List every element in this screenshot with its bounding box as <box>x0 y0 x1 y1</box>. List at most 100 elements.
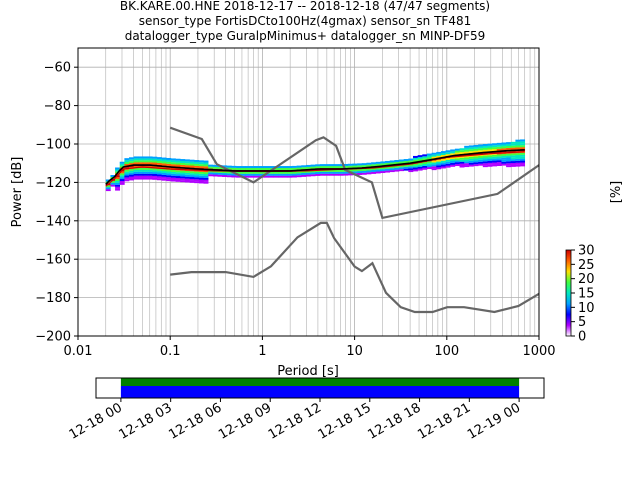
psd-histogram-cell <box>142 158 148 161</box>
psd-histogram-cell <box>482 159 488 162</box>
psd-histogram-cell <box>166 179 172 182</box>
psd-histogram-cell <box>305 170 311 173</box>
psd-histogram-cell <box>268 171 274 174</box>
psd-histogram-cell <box>212 172 218 175</box>
psd-histogram-cell <box>468 154 474 157</box>
psd-histogram-cell <box>124 177 130 180</box>
psd-histogram-cell <box>115 180 121 183</box>
psd-histogram-cell <box>431 162 437 165</box>
psd-histogram-cell <box>478 156 484 159</box>
colorbar-tick-label: 25 <box>578 258 595 273</box>
psd-histogram-cell <box>161 159 167 162</box>
psd-histogram-cell <box>305 172 311 175</box>
psd-histogram-cell <box>506 147 512 150</box>
psd-histogram-cell <box>333 166 339 169</box>
psd-histogram-cell <box>156 157 162 160</box>
psd-histogram-cell <box>142 156 148 159</box>
psd-histogram-cell <box>147 173 153 176</box>
psd-histogram-cell <box>203 174 209 177</box>
psd-histogram-cell <box>110 182 116 185</box>
psd-histogram-cell <box>245 166 251 169</box>
psd-histogram-cell <box>496 160 502 163</box>
psd-histogram-cell <box>119 182 125 185</box>
psd-histogram-cell <box>394 167 400 170</box>
psd-histogram-cell <box>315 170 321 173</box>
colorbar-tick-label: 5 <box>578 315 586 330</box>
psd-histogram-cell <box>240 167 246 170</box>
psd-histogram-cell <box>333 171 339 174</box>
psd-histogram-cell <box>217 172 223 175</box>
psd-histogram-cell <box>515 162 521 165</box>
psd-histogram-cell <box>184 176 190 179</box>
psd-histogram-cell <box>482 147 488 150</box>
psd-histogram-cell <box>520 164 526 167</box>
psd-histogram-cell <box>459 148 465 151</box>
psd-histogram-cell <box>385 166 391 169</box>
psd-histogram-cell <box>203 166 209 169</box>
psd-histogram-cell <box>138 175 144 178</box>
psd-histogram-cell <box>468 158 474 161</box>
psd-histogram-cell <box>147 167 153 170</box>
psd-histogram-cell <box>520 156 526 159</box>
psd-histogram-cell <box>301 171 307 174</box>
psd-histogram-cell <box>352 163 358 166</box>
psd-histogram-cell <box>454 158 460 161</box>
psd-histogram <box>105 139 526 192</box>
psd-histogram-cell <box>385 162 391 165</box>
psd-histogram-cell <box>501 144 507 147</box>
psd-histogram-cell <box>501 161 507 164</box>
psd-histogram-cell <box>422 156 428 159</box>
psd-histogram-cell <box>454 162 460 165</box>
psd-histogram-cell <box>161 169 167 172</box>
psd-histogram-cell <box>198 179 204 182</box>
psd-histogram-cell <box>268 167 274 170</box>
psd-histogram-cell <box>170 158 176 161</box>
psd-histogram-cell <box>198 171 204 174</box>
psd-histogram-cell <box>515 139 521 142</box>
psd-histogram-cell <box>399 165 404 168</box>
psd-histogram-cell <box>152 162 158 165</box>
psd-histogram-cell <box>273 171 279 174</box>
psd-histogram-cell <box>119 163 125 166</box>
psd-histogram-cell <box>422 167 428 170</box>
psd-histogram-cell <box>166 177 172 180</box>
psd-histogram-cell <box>301 165 307 168</box>
psd-histogram-cell <box>245 167 251 170</box>
psd-histogram-cell <box>347 173 353 176</box>
psd-histogram-cell <box>198 166 204 169</box>
psd-histogram-cell <box>264 175 269 178</box>
psd-histogram-cell <box>170 177 176 180</box>
psd-histogram-cell <box>287 175 293 178</box>
psd-histogram-cell <box>133 173 139 176</box>
psd-histogram-cell <box>133 177 139 180</box>
psd-histogram-cell <box>277 171 283 174</box>
psd-histogram-cell <box>431 156 437 159</box>
psd-histogram-cell <box>291 175 297 178</box>
psd-histogram-cell <box>478 161 484 164</box>
coverage-tick-label: 12-18 03 <box>117 400 175 442</box>
psd-histogram-cell <box>152 160 158 163</box>
psd-histogram-cell <box>487 147 493 150</box>
psd-histogram-cell <box>259 173 265 176</box>
psd-histogram-cell <box>371 169 377 172</box>
psd-histogram-cell <box>212 164 218 167</box>
coverage-tick-label: 12-18 00 <box>67 400 125 442</box>
psd-histogram-cell <box>194 181 200 184</box>
psd-histogram-cell <box>203 181 209 184</box>
psd-histogram-cell <box>496 162 502 165</box>
psd-histogram-cell <box>329 171 335 174</box>
psd-histogram-cell <box>501 154 507 157</box>
psd-histogram-cell <box>520 139 526 142</box>
psd-histogram-cell <box>170 175 176 178</box>
colorbar-tick-label: 15 <box>578 287 595 302</box>
psd-histogram-cell <box>319 166 325 169</box>
psd-histogram-cell <box>478 157 484 160</box>
psd-histogram-cell <box>105 187 111 190</box>
psd-histogram-cell <box>436 159 442 162</box>
psd-histogram-cell <box>194 160 200 163</box>
psd-histogram-cell <box>417 157 423 160</box>
psd-histogram-cell <box>478 150 484 153</box>
psd-histogram-cell <box>338 164 344 167</box>
x-tick-label: 1 <box>258 344 266 359</box>
psd-histogram-cell <box>115 186 121 189</box>
